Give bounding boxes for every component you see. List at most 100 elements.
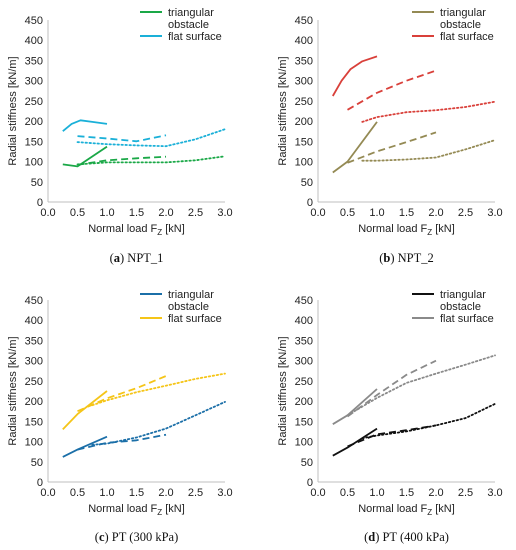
x-tick-label: 3.0 <box>217 207 232 219</box>
triangular-dashed-series-line <box>347 131 437 164</box>
caption-letter: b <box>383 251 390 265</box>
x-axis-label-subscript: Z <box>157 508 162 517</box>
triangular-solid-series-line <box>62 435 108 458</box>
flat-dashed-series-line <box>77 375 167 413</box>
panel-caption: (a) NPT_1 <box>110 251 164 265</box>
y-tick-label: 100 <box>295 157 313 169</box>
y-tick-label: 0 <box>37 197 43 209</box>
y-tick-label: 400 <box>295 35 313 47</box>
y-tick-label: 200 <box>295 116 313 128</box>
caption-text: NPT_1 <box>127 251 163 265</box>
legend-label-triangular-line2: obstacle <box>440 19 481 31</box>
x-tick-label: 0.5 <box>70 487 85 499</box>
x-axis-label-main: Normal load F <box>358 503 427 515</box>
caption-open-paren: ( <box>95 530 99 544</box>
y-tick-label: 400 <box>295 315 313 327</box>
y-tick-label: 350 <box>25 335 43 347</box>
caption-text: PT (300 kPa) <box>112 530 178 544</box>
x-axis-label-unit: [kN] <box>432 503 455 515</box>
x-tick-label: 0.5 <box>340 207 355 219</box>
triangular-dotted-series-line <box>91 400 226 446</box>
y-tick-label: 450 <box>295 15 313 27</box>
y-tick-label: 250 <box>295 96 313 108</box>
caption-close-paren: ) <box>375 530 382 544</box>
y-tick-label: 300 <box>25 76 43 88</box>
x-axis-label-main: Normal load F <box>88 223 157 235</box>
x-tick-label: 2.0 <box>158 487 173 499</box>
x-axis-label-subscript: Z <box>157 228 162 237</box>
y-tick-label: 250 <box>25 96 43 108</box>
chart-panel-b: 0 50 100 150 200 250 300 350 400 450 0.0 0.5 1.0 1.5 2… <box>277 7 503 265</box>
x-tick-label: 1.0 <box>369 487 384 499</box>
caption-letter: a <box>114 251 121 265</box>
triangular-solid-series-line <box>332 427 378 457</box>
y-tick-label: 450 <box>25 15 43 27</box>
triangular-dashed-series-line <box>77 433 167 451</box>
y-tick-label: 50 <box>31 457 43 469</box>
flat-dashed-series-line <box>346 359 437 418</box>
y-axis-label: Radial stiffness [kN/m] <box>277 336 289 445</box>
caption-close-paren: ) <box>120 251 127 265</box>
panel-caption: (d) PT (400 kPa) <box>364 530 449 544</box>
x-tick-label: 3.0 <box>217 487 232 499</box>
flat-dashed-series-line <box>77 134 167 143</box>
triangular-dashed-series-line <box>77 155 167 166</box>
y-tick-label: 200 <box>25 396 43 408</box>
y-tick-label: 50 <box>301 457 313 469</box>
flat-solid-series-line <box>62 390 108 431</box>
x-tick-label: 1.0 <box>99 487 114 499</box>
y-tick-label: 0 <box>307 197 313 209</box>
legend-label-triangular-line2: obstacle <box>168 19 209 31</box>
x-axis-label-unit: [kN] <box>162 503 185 515</box>
legend-label-triangular-line2: obstacle <box>440 301 481 313</box>
caption-text: PT (400 kPa) <box>382 530 448 544</box>
caption-text: NPT_2 <box>398 251 434 265</box>
legend-label-flat: flat surface <box>168 31 222 43</box>
y-tick-label: 200 <box>295 396 313 408</box>
triangular-dotted-series-line <box>76 155 226 166</box>
flat-solid-series-line <box>332 388 378 425</box>
y-tick-label: 0 <box>37 477 43 489</box>
y-tick-label: 250 <box>295 376 313 388</box>
x-axis-label: Normal load FZ [kN] <box>88 223 185 237</box>
y-tick-label: 100 <box>25 157 43 169</box>
x-tick-label: 1.5 <box>399 487 414 499</box>
x-tick-label: 1.5 <box>399 207 414 219</box>
y-tick-label: 300 <box>25 356 43 368</box>
x-tick-label: 0.5 <box>340 487 355 499</box>
x-tick-label: 1.0 <box>369 207 384 219</box>
y-tick-label: 50 <box>31 177 43 189</box>
x-tick-label: 2.5 <box>188 207 203 219</box>
panel-caption: (c) PT (300 kPa) <box>95 530 178 544</box>
x-axis-label: Normal load FZ [kN] <box>358 503 455 517</box>
legend-label-triangular-line2: obstacle <box>168 301 209 313</box>
legend-label-flat: flat surface <box>440 313 494 325</box>
triangular-dotted-series-line <box>361 139 496 162</box>
x-tick-label: 2.0 <box>428 487 443 499</box>
flat-dotted-series-line <box>346 354 496 417</box>
y-tick-label: 350 <box>295 55 313 67</box>
chart-panel-d: 0 50 100 150 200 250 300 350 400 450 0.0 0.5 1.0 1.5 2… <box>277 289 503 544</box>
y-tick-label: 200 <box>25 116 43 128</box>
triangular-dotted-series-line <box>361 402 496 440</box>
x-tick-label: 0.0 <box>310 487 325 499</box>
y-tick-label: 150 <box>295 416 313 428</box>
triangular-solid-series-line <box>62 145 108 168</box>
y-axis-label: Radial stiffness [kN/m] <box>7 56 19 165</box>
y-tick-label: 250 <box>25 376 43 388</box>
y-tick-label: 400 <box>25 35 43 47</box>
legend-label-triangular-line1: triangular <box>168 289 214 301</box>
x-tick-label: 1.0 <box>99 207 114 219</box>
y-tick-label: 350 <box>25 55 43 67</box>
x-axis-label-main: Normal load F <box>358 223 427 235</box>
y-axis-label: Radial stiffness [kN/m] <box>277 56 289 165</box>
legend-label-flat: flat surface <box>168 313 222 325</box>
chart-panel-c: 0 50 100 150 200 250 300 350 400 450 0.0 0.5 1.0 1.5 2… <box>7 289 233 544</box>
x-tick-label: 2.0 <box>428 207 443 219</box>
triangular-solid-series-line <box>332 121 378 174</box>
x-tick-label: 0.0 <box>40 207 55 219</box>
